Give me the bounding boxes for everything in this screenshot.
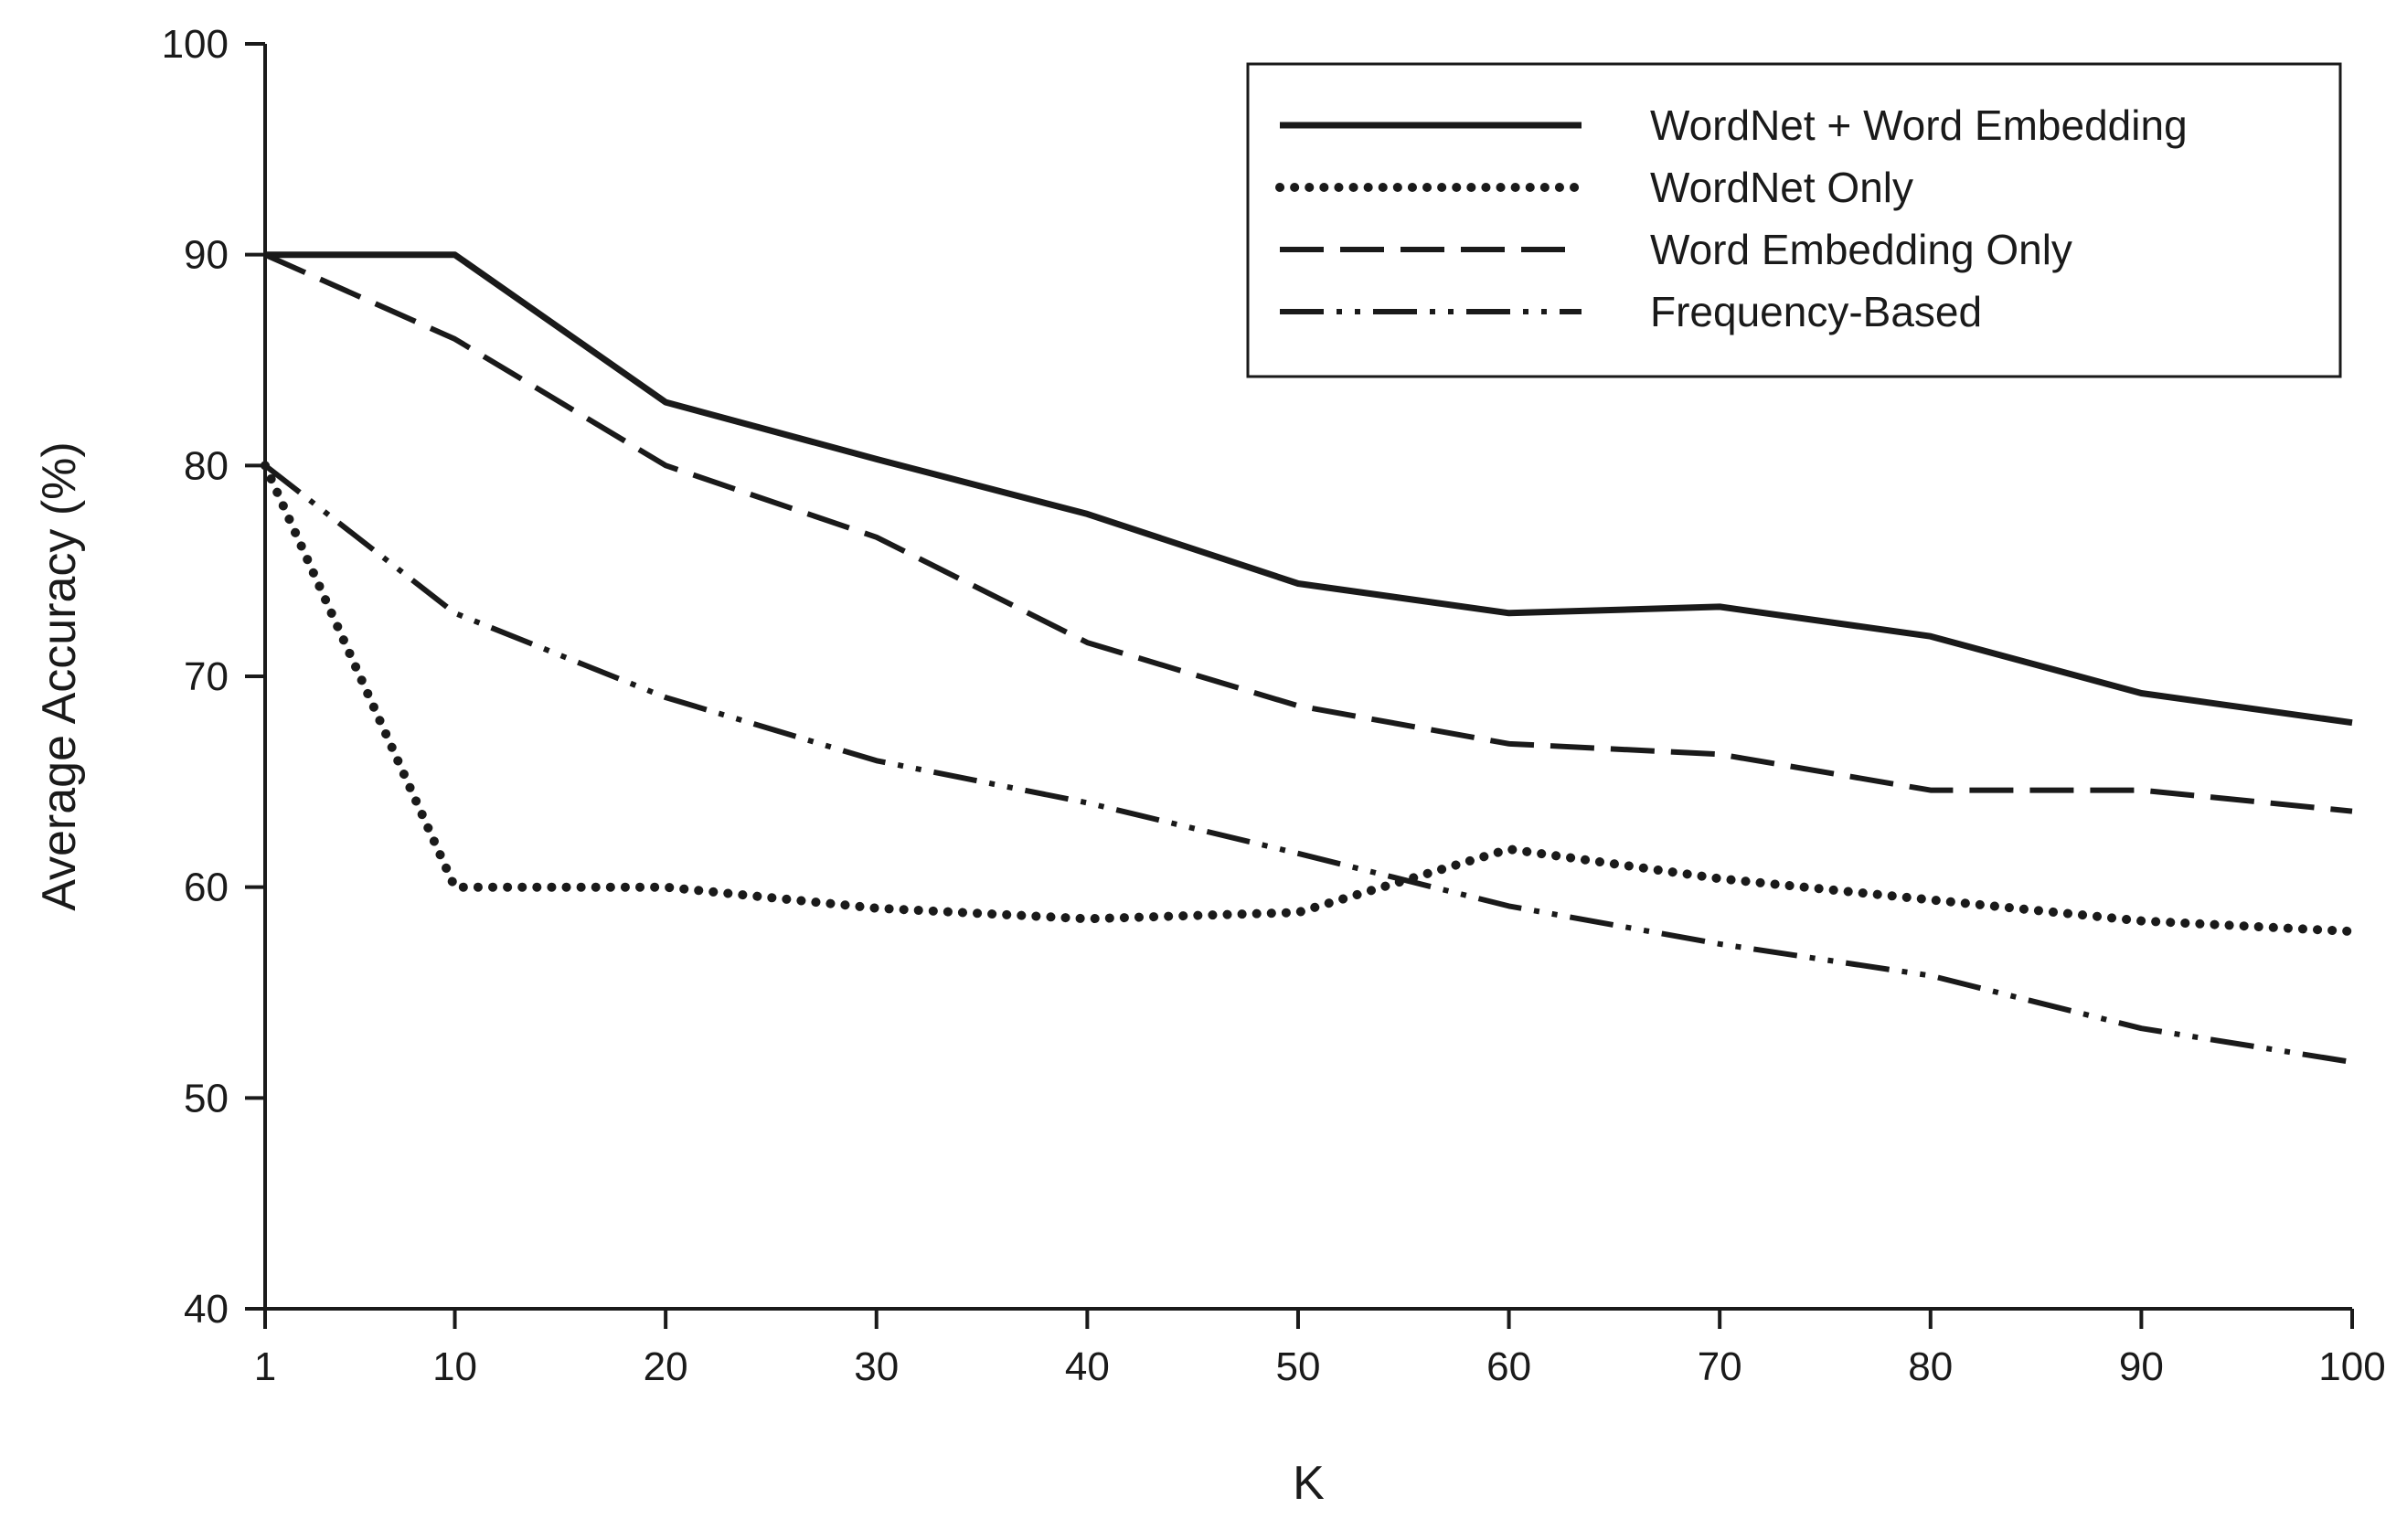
y-tick-label: 80 xyxy=(184,443,229,488)
legend-label: WordNet + Word Embedding xyxy=(1650,101,2188,149)
x-tick-label: 80 xyxy=(1908,1344,1953,1389)
y-axis-title: Average Accuracy (%) xyxy=(33,441,86,910)
legend-label: Word Embedding Only xyxy=(1650,226,2072,273)
x-tick-label: 90 xyxy=(2119,1344,2164,1389)
y-tick-label: 40 xyxy=(184,1287,229,1332)
legend: WordNet + Word Embedding WordNet Only Word… xyxy=(1246,62,2342,378)
x-tick-label: 10 xyxy=(432,1344,477,1389)
legend-label: Frequency-Based xyxy=(1650,288,1982,335)
y-tick-label: 90 xyxy=(184,233,229,278)
y-axis: 40 50 60 70 80 90 100 xyxy=(162,22,265,1332)
x-tick-label: 70 xyxy=(1698,1344,1742,1389)
y-tick-label: 70 xyxy=(184,654,229,699)
x-tick-label: 40 xyxy=(1065,1344,1110,1389)
x-tick-label: 50 xyxy=(1275,1344,1320,1389)
x-axis: 1 10 20 30 40 50 60 70 80 90 100 xyxy=(254,1309,2386,1389)
x-tick-label: 100 xyxy=(2318,1344,2385,1389)
series-line-3 xyxy=(263,251,2353,814)
y-tick-label: 50 xyxy=(184,1076,229,1120)
x-tick-label: 20 xyxy=(644,1344,688,1389)
series-line-4 xyxy=(263,462,2353,1066)
series-line-1 xyxy=(265,251,2353,727)
legend-box xyxy=(1246,62,2342,378)
x-tick-label: 30 xyxy=(854,1344,899,1389)
legend-label: WordNet Only xyxy=(1650,164,1913,211)
x-axis-title: K xyxy=(1293,1457,1325,1510)
series-lines xyxy=(261,251,2357,1066)
series-line-2 xyxy=(261,461,2357,937)
y-tick-label: 100 xyxy=(162,22,229,67)
x-tick-label: 60 xyxy=(1486,1344,1531,1389)
y-tick-label: 60 xyxy=(184,866,229,910)
x-tick-label: 1 xyxy=(254,1344,276,1389)
